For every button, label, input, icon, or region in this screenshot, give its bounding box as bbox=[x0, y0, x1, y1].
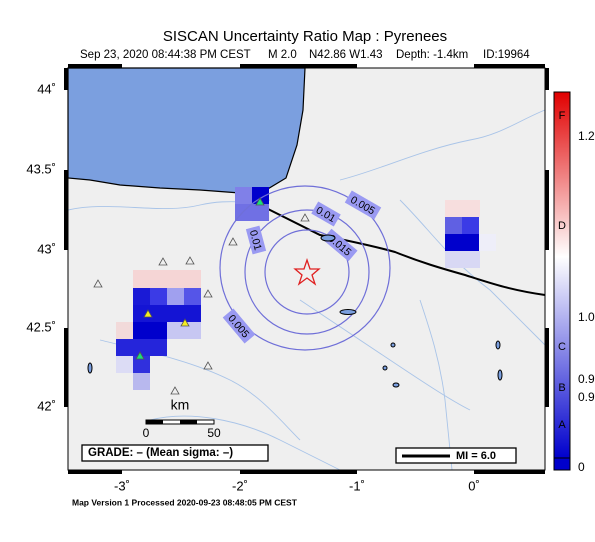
lon-label: -1˚ bbox=[349, 478, 365, 493]
colorbar-grade: A bbox=[558, 419, 566, 431]
footer: Map Version 1 Processed 2020-09-23 08:48… bbox=[72, 497, 298, 507]
lat-label: 42.5˚ bbox=[26, 319, 56, 334]
mi-box bbox=[395, 447, 517, 464]
colorbar-value: 0.9 bbox=[578, 390, 595, 404]
grade-box bbox=[81, 444, 269, 462]
border bbox=[259, 204, 546, 296]
lat-label: 43˚ bbox=[37, 241, 56, 256]
lat-labels: 44˚ 43.5˚ 43˚ 42.5˚ 42˚ bbox=[26, 81, 56, 413]
lat-label: 43.5˚ bbox=[26, 161, 56, 176]
lon-label: 0˚ bbox=[468, 478, 480, 493]
grid-cells bbox=[116, 187, 496, 390]
location: N42.86 W1.43 bbox=[309, 49, 383, 61]
lakes bbox=[87, 234, 503, 388]
colorbar-grade: C bbox=[558, 341, 566, 353]
colorbar-grade: D bbox=[558, 220, 566, 232]
colorbar-grade: F bbox=[559, 110, 566, 122]
colorbar: F 1.2 D 1.0 C 0.9 B 0.9 A 0 bbox=[553, 91, 595, 474]
contour-label: 0.01 bbox=[247, 229, 264, 252]
mi: MI = 6.0 bbox=[456, 450, 496, 462]
scale-start: 0 bbox=[143, 426, 150, 440]
colorbar-value: 1.2 bbox=[578, 129, 595, 143]
date: Sep 23, 2020 08:44:38 PM CEST bbox=[80, 49, 251, 61]
depth: Depth: -1.4km bbox=[396, 49, 468, 61]
ocean bbox=[67, 67, 306, 194]
lat-label: 44˚ bbox=[37, 81, 56, 96]
lon-label: -2˚ bbox=[232, 478, 248, 493]
title: SISCAN Uncertainty Ratio Map : Pyrenees bbox=[163, 28, 447, 45]
epicenter bbox=[293, 257, 321, 286]
colorbar-value: 0 bbox=[578, 460, 585, 474]
event-id: ID:19964 bbox=[483, 49, 530, 61]
grade: GRADE: – (Mean sigma: –) bbox=[88, 447, 233, 459]
colorbar-value: 1.0 bbox=[578, 310, 595, 324]
lon-label: -3˚ bbox=[114, 478, 130, 493]
map: 0.01 0.005 0.015 0.01 0.005 bbox=[26, 64, 549, 493]
lon-labels: -3˚ -2˚ -1˚ 0˚ bbox=[114, 478, 480, 493]
frame-ticks bbox=[64, 64, 549, 474]
contours bbox=[219, 185, 391, 351]
colorbar-value: 0.9 bbox=[578, 372, 595, 386]
scale-bar: km 0 50 bbox=[143, 397, 221, 440]
stations bbox=[93, 197, 310, 395]
magnitude: M 2.0 bbox=[268, 49, 297, 61]
colorbar-grade: B bbox=[558, 382, 565, 394]
scale-unit: km bbox=[171, 397, 190, 413]
lat-label: 42˚ bbox=[37, 398, 56, 413]
scale-end: 50 bbox=[207, 426, 221, 440]
